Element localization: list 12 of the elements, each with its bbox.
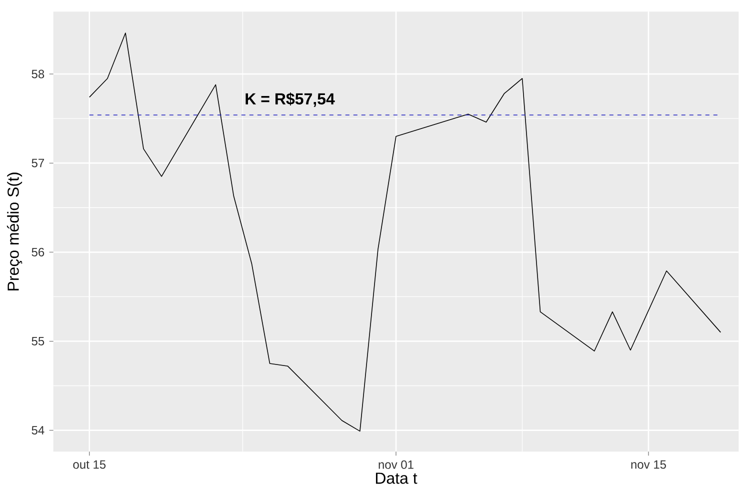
y-tick-label: 54 (32, 426, 44, 434)
x-tick-label: out 15 (73, 460, 106, 469)
line-series (89, 32, 722, 432)
x-tick-label: nov 15 (631, 460, 666, 469)
x-axis-title: Data t (376, 472, 418, 484)
annotation: K = R$57,54 (246, 92, 335, 107)
y-tick-label: 56 (32, 248, 44, 256)
x-tick-label: nov 01 (378, 460, 414, 469)
y-tick-label: 58 (32, 70, 44, 78)
y-tick-label: 57 (32, 158, 44, 168)
y-tick-label: 55 (32, 337, 44, 346)
y-axis-title: Preço médio S(t) (6, 172, 22, 290)
